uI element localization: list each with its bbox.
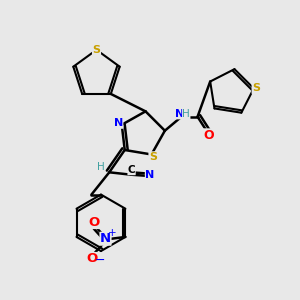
- Text: C: C: [128, 165, 135, 175]
- Text: N: N: [100, 232, 111, 245]
- Text: H: H: [97, 162, 105, 172]
- Text: S: S: [252, 83, 260, 93]
- Text: H: H: [182, 109, 190, 119]
- Text: N: N: [114, 118, 123, 128]
- Text: N: N: [146, 170, 154, 180]
- Text: O: O: [88, 216, 100, 229]
- Text: +: +: [108, 228, 117, 239]
- Text: −: −: [95, 254, 105, 267]
- Text: O: O: [86, 252, 98, 266]
- Text: S: S: [149, 152, 157, 162]
- Text: S: S: [92, 45, 101, 55]
- Text: N: N: [175, 109, 184, 119]
- Text: O: O: [203, 129, 214, 142]
